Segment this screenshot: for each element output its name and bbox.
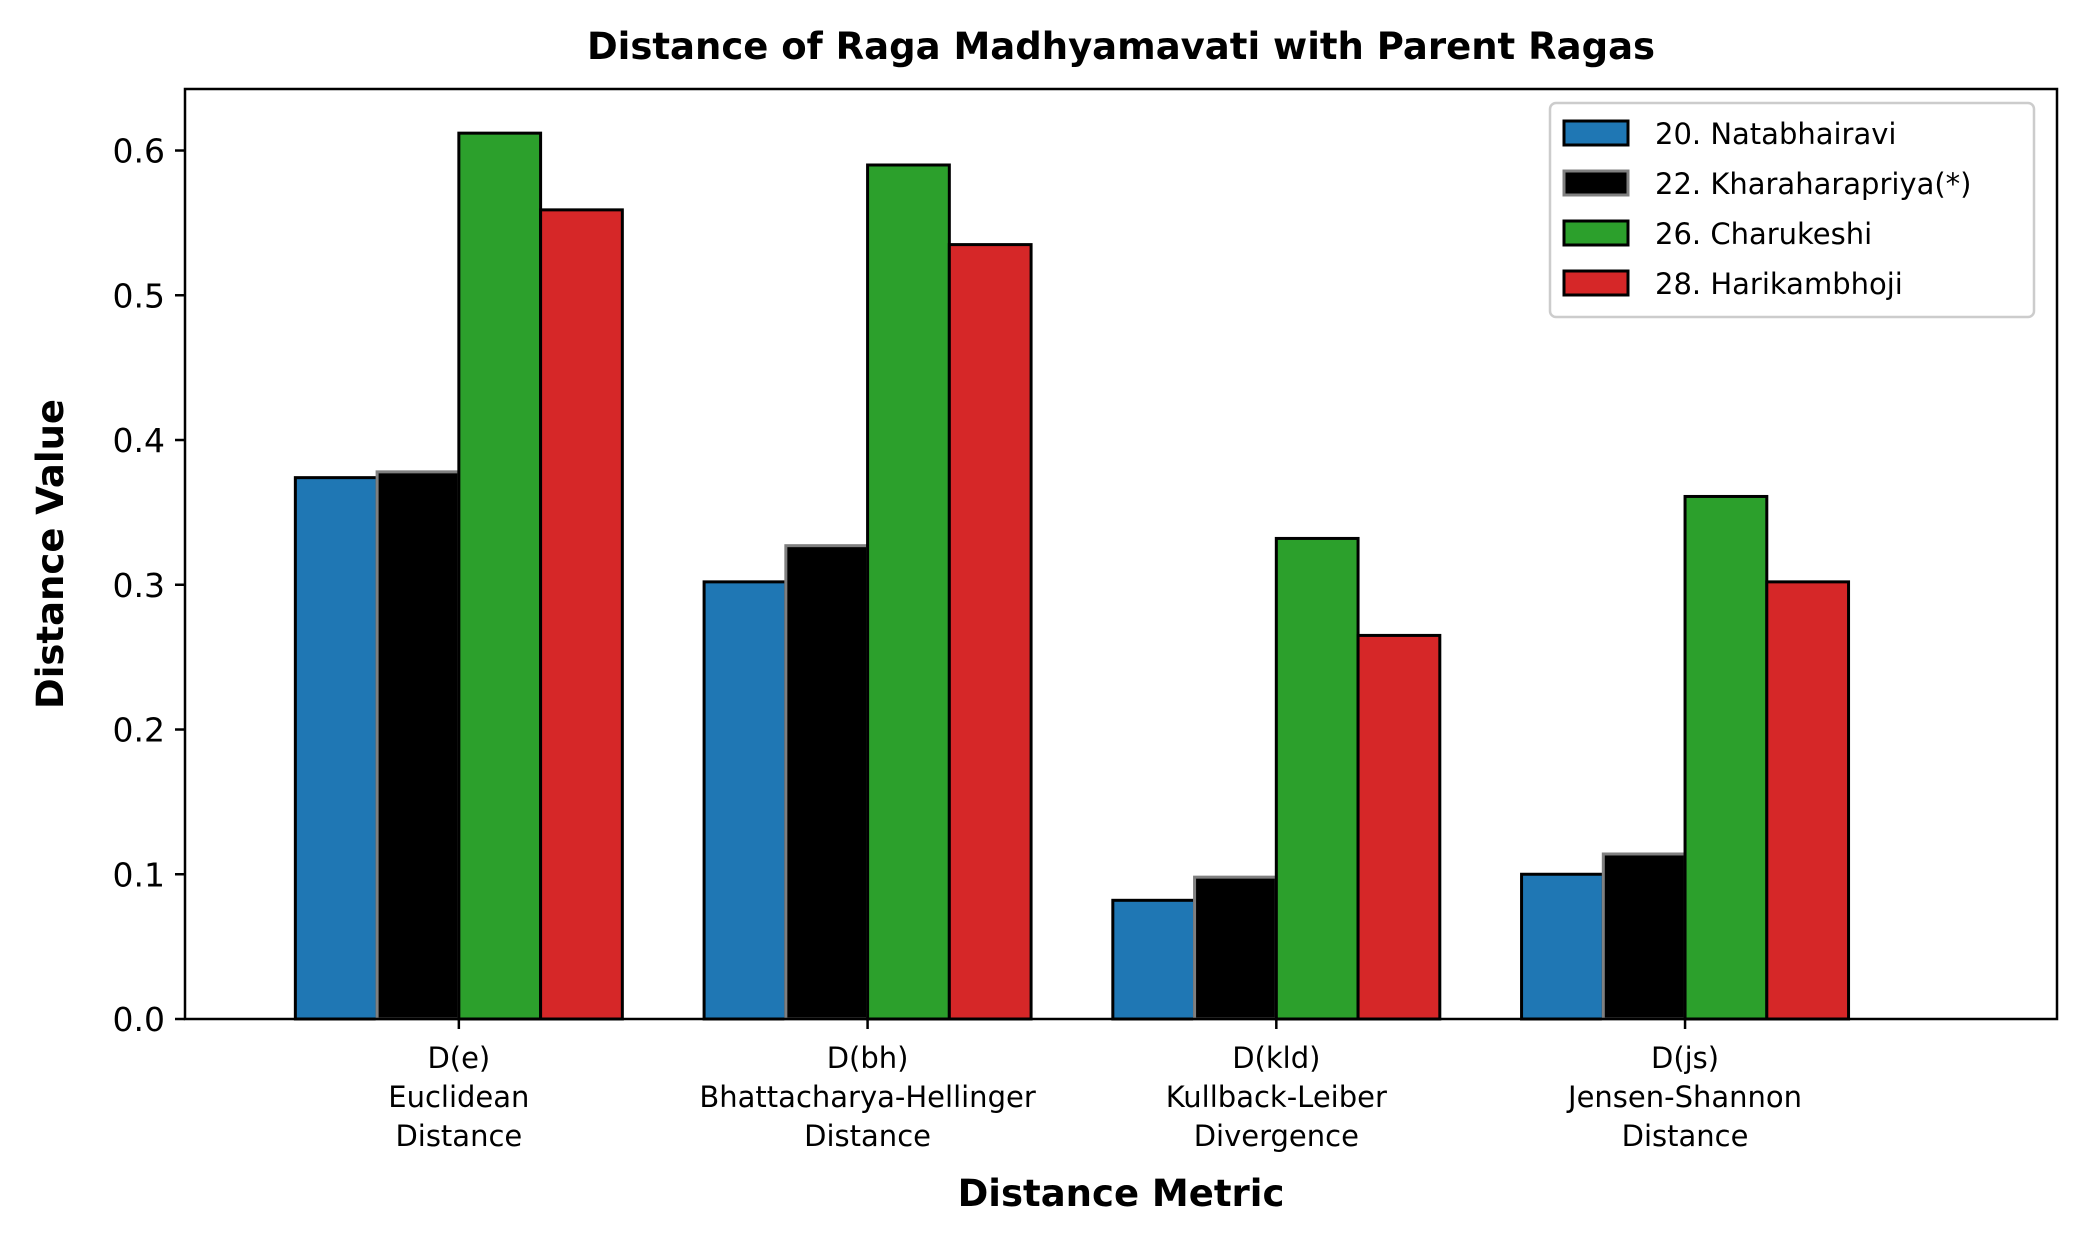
bars — [293, 131, 1851, 1021]
y-tick-label: 0.1 — [113, 855, 165, 894]
y-tick-label: 0.6 — [113, 132, 165, 171]
legend-swatch — [1562, 169, 1630, 197]
x-tick-label: Divergence — [1194, 1119, 1359, 1153]
x-tick-label: Kullback-Leiber — [1166, 1080, 1387, 1114]
bar-3-3 — [1274, 536, 1360, 1021]
x-axis-label: Distance Metric — [958, 1172, 1285, 1215]
chart-title: Distance of Raga Madhyamavati with Paren… — [587, 25, 1655, 68]
y-tick-label: 0.4 — [113, 421, 165, 460]
bar-4-2 — [947, 243, 1033, 1021]
bar-4-1 — [539, 208, 624, 1021]
legend: 20. Natabhairavi 22. Kharaharapriya(*) 26.… — [1548, 101, 2036, 319]
legend-label: 26. Charukeshi — [1655, 217, 1872, 251]
bar-1-4 — [1520, 872, 1605, 1021]
x-tick-label: D(bh) — [827, 1041, 909, 1075]
y-tick-label: 0.5 — [113, 276, 165, 315]
legend-box — [1548, 101, 2036, 319]
y-axis: 0.0 0.1 0.2 0.3 0.4 0.5 0.6 — [113, 132, 185, 1039]
x-tick-label: Bhattacharya-Hellinger — [699, 1080, 1035, 1114]
bar-4-4 — [1765, 580, 1851, 1021]
y-tick-label: 0.3 — [113, 566, 165, 605]
bar-2-2 — [784, 544, 870, 1021]
bar-3-1 — [457, 131, 543, 1021]
x-axis: D(e) Euclidean Distance D(bh) Bhattacharya-H… — [388, 1019, 1802, 1153]
x-tick-label: Distance — [395, 1119, 522, 1153]
x-tick-label: Distance — [804, 1119, 931, 1153]
y-tick-label: 0.2 — [113, 711, 165, 750]
y-axis-label: Distance Value — [29, 399, 72, 709]
legend-swatch — [1562, 269, 1630, 297]
bar-2-4 — [1601, 852, 1687, 1021]
bar-3-2 — [866, 163, 951, 1021]
bar-4-3 — [1356, 633, 1442, 1021]
bar-1-2 — [702, 580, 788, 1021]
bar-1-1 — [293, 476, 379, 1021]
legend-label: 28. Harikambhoji — [1655, 267, 1903, 301]
legend-swatch — [1562, 119, 1630, 147]
x-tick-label: Jensen-Shannon — [1566, 1080, 1802, 1114]
x-tick-label: D(e) — [427, 1041, 490, 1075]
legend-swatch — [1562, 219, 1630, 247]
bar-1-3 — [1111, 898, 1197, 1021]
x-tick-label: D(kld) — [1232, 1041, 1320, 1075]
bar-2-1 — [375, 470, 461, 1021]
legend-label: 20. Natabhairavi — [1655, 117, 1896, 151]
bar-2-3 — [1193, 875, 1278, 1021]
x-tick-label: D(js) — [1651, 1041, 1719, 1075]
bar-3-4 — [1683, 494, 1769, 1021]
y-tick-label: 0.0 — [113, 1000, 165, 1039]
x-tick-label: Euclidean — [388, 1080, 529, 1114]
plot-frame — [183, 87, 2059, 1021]
legend-label: 22. Kharaharapriya(*) — [1655, 167, 1972, 201]
x-tick-label: Distance — [1622, 1119, 1749, 1153]
